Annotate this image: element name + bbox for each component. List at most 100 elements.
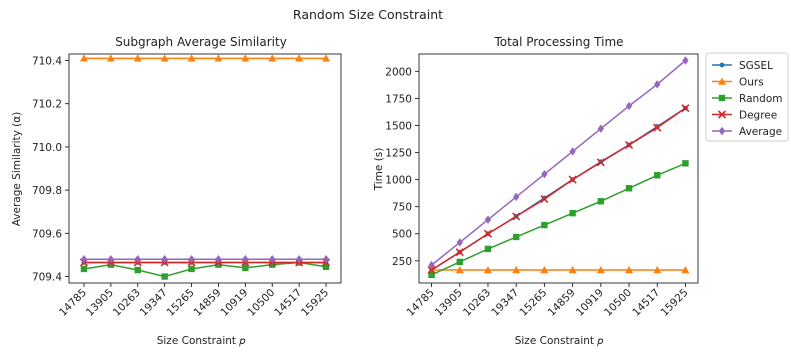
data-point [654,80,661,89]
data-point [133,54,142,62]
x-tick-label: 10500 [602,287,634,319]
x-tick-label: 19347 [138,287,170,319]
data-point [428,260,435,270]
data-point [188,265,195,273]
chart2-ylabel: Time (s) [373,148,385,192]
data-point [295,255,303,264]
y-tick-label: 709.6 [32,228,62,240]
data-point [107,261,115,268]
data-point [653,266,662,274]
y-tick-label: 1250 [385,148,412,160]
x-tick-label: 10919 [574,287,606,319]
data-point [160,54,169,62]
data-point [682,160,689,167]
y-tick-label: 500 [392,229,412,241]
data-point [322,263,330,270]
series-line [431,59,686,266]
y-tick-label: 2000 [385,66,412,78]
data-point [134,255,141,264]
x-tick-label: 13905 [433,287,465,319]
data-point [654,172,661,179]
x-tick-label: 14517 [630,287,662,319]
data-point [625,101,633,111]
figure-suptitle: Random Size Constraint [293,7,443,22]
y-tick-label: 250 [392,256,412,268]
series-ours [427,266,690,274]
data-point [540,266,549,274]
data-point [456,238,463,247]
legend-item-average: Average [712,126,782,138]
legend-swatch-marker [718,126,726,136]
y-tick-label: 1000 [385,175,412,187]
data-point [215,261,222,268]
x-tick-label: 15265 [517,287,549,319]
data-point [79,54,88,62]
series-average [80,255,330,264]
x-tick-label: 15925 [658,287,690,319]
y-tick-label: 709.8 [32,185,62,197]
data-point [624,140,634,150]
y-tick-label: 710.0 [32,142,62,154]
x-tick-label: 10500 [245,287,277,319]
data-point [568,266,577,274]
data-point [80,265,88,273]
data-point [541,169,548,179]
series-random [428,160,689,279]
x-tick-label: 13905 [84,287,116,319]
x-tick-label: 10263 [461,287,493,319]
legend-frame [705,52,789,142]
x-tick-label: 10263 [111,287,143,319]
series-line [431,107,686,271]
y-tick-label: 709.4 [32,272,62,284]
series-random [80,259,330,280]
data-point [512,233,520,241]
data-point [513,192,520,202]
data-point [596,158,605,167]
chart-processing-time: Total Processing Time Size Constraint 𝑝 … [373,35,699,347]
series-line [83,261,327,278]
data-point [512,266,521,274]
series-degree [79,258,331,267]
data-point [269,255,276,264]
legend-swatch-marker [718,77,726,85]
plot-frame [68,53,342,284]
series-average [428,56,689,270]
data-point [597,124,604,133]
legend-label: Average [739,126,782,138]
legend-item-ours: Ours [712,77,764,89]
x-tick-label: 19347 [489,287,521,319]
chart1-title: Subgraph Average Similarity [115,35,287,49]
chart2-title: Total Processing Time [493,35,623,49]
data-point [322,54,331,62]
legend-label: Ours [739,77,764,89]
legend-item-sgsel: SGSEL [712,60,773,72]
data-point [569,147,576,156]
data-point [484,215,492,224]
y-tick-label: 750 [392,202,412,214]
data-point [540,195,549,204]
data-point [107,255,115,264]
data-point [188,255,195,264]
data-point [568,175,577,184]
data-point [541,221,548,229]
chart1-xlabel: Size Constraint 𝑝 [157,335,247,347]
legend-label: SGSEL [739,60,773,72]
data-point [455,266,464,274]
data-point [455,248,464,257]
data-point [681,266,690,274]
legend-swatch-marker [717,110,727,119]
data-point [80,255,88,264]
x-tick-label: 15265 [165,287,197,319]
data-point [428,271,435,279]
data-point [625,185,633,192]
data-point [214,54,223,62]
data-point [625,266,634,274]
data-point [596,266,605,274]
data-point [134,266,141,274]
x-tick-label: 14785 [57,287,89,319]
data-point [106,54,115,62]
x-tick-label: 14785 [405,287,437,319]
data-point [215,255,222,264]
data-point [241,54,250,62]
data-point [682,56,689,65]
